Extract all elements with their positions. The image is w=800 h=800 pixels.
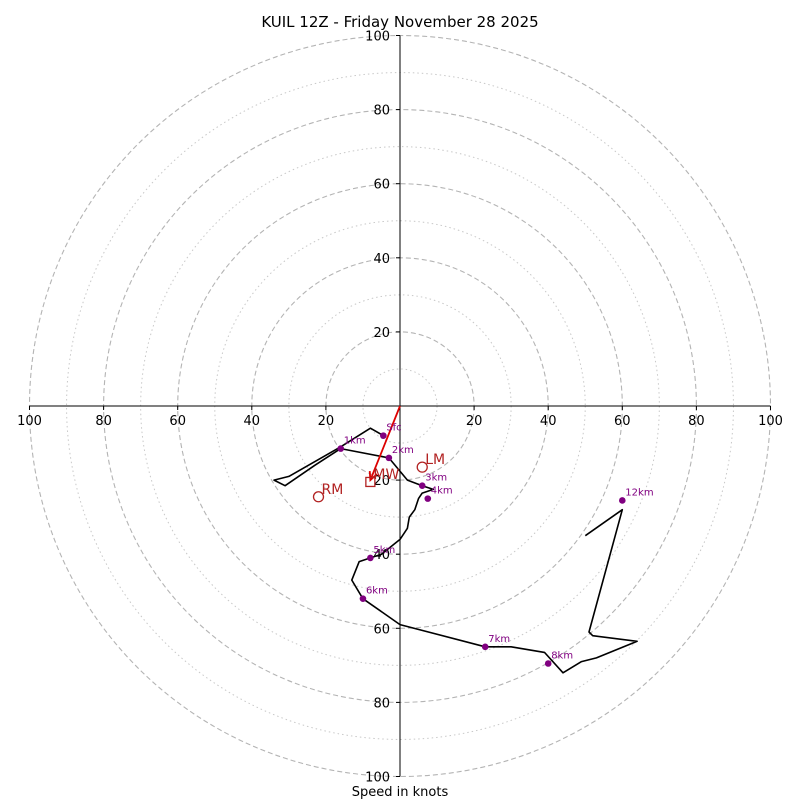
storm-motion-markers: LM RM MW <box>312 452 445 503</box>
height-marker-2km <box>385 454 393 462</box>
height-label-4km: 4km <box>431 486 453 497</box>
y-tick-label: 60 <box>373 622 390 637</box>
x-tick-label: 80 <box>688 414 705 429</box>
height-marker-sfc <box>380 432 387 439</box>
height-marker-4km <box>424 495 432 502</box>
y-tick-label: 20 <box>373 474 390 489</box>
shear-vector-arrowhead <box>368 471 378 483</box>
height-markers: Sfc 1km 2km 3km 4km 5km 6km 7km 8km 12km <box>337 423 654 667</box>
x-axis-label: Speed in knots <box>352 785 449 800</box>
height-marker-5km <box>367 554 374 562</box>
height-marker-6km <box>359 595 367 602</box>
y-tick-label: 100 <box>365 771 390 786</box>
height-label-7km: 7km <box>488 634 510 645</box>
hodograph-trace <box>273 427 638 674</box>
height-marker-3km <box>418 482 426 489</box>
storm-marker-rm <box>312 491 325 503</box>
x-tick-label: 20 <box>466 414 483 429</box>
x-tick-label: 40 <box>540 414 557 429</box>
height-label-3km: 3km <box>425 473 447 484</box>
height-label-5km: 5km <box>373 545 395 556</box>
y-tick-label: 100 <box>365 30 390 45</box>
y-tick-label: 60 <box>373 178 390 193</box>
height-marker-8km <box>544 660 552 667</box>
x-tick-label: 40 <box>244 414 261 429</box>
height-label-sfc: Sfc <box>386 423 401 434</box>
height-marker-12km <box>619 497 626 504</box>
y-tick-label: 80 <box>373 104 390 119</box>
x-tick-label: 20 <box>318 414 335 429</box>
height-label-2km: 2km <box>392 445 414 456</box>
shear-vector-line <box>369 405 401 481</box>
height-marker-7km <box>481 643 489 651</box>
y-tick-label: 40 <box>373 548 390 563</box>
storm-marker-mw <box>365 476 376 488</box>
height-marker-1km <box>337 445 345 452</box>
x-tick-label: 80 <box>95 414 112 429</box>
height-label-8km: 8km <box>551 650 573 661</box>
storm-marker-lm <box>416 461 428 473</box>
x-tick-label: 100 <box>17 414 42 429</box>
storm-label-mw: MW <box>373 467 399 483</box>
storm-label-rm: RM <box>321 482 343 498</box>
height-label-12km: 12km <box>625 487 653 498</box>
y-tick-label: 40 <box>373 252 390 267</box>
x-tick-label: 60 <box>169 414 186 429</box>
x-tick-label: 60 <box>614 414 631 429</box>
height-label-6km: 6km <box>366 586 388 597</box>
x-tick-label: 100 <box>758 414 783 429</box>
tick-labels: 100 80 60 40 20 20 40 60 80 100 100 80 60 40 20 20 40 60 8… <box>17 30 783 786</box>
storm-label-lm: LM <box>425 452 445 468</box>
chart-title: KUIL 12Z - Friday November 28 2025 <box>261 13 538 31</box>
height-label-1km: 1km <box>344 436 366 447</box>
hodograph-line <box>273 427 638 674</box>
y-tick-label: 20 <box>373 326 390 341</box>
y-tick-label: 80 <box>373 696 390 711</box>
shear-vector <box>368 405 401 483</box>
